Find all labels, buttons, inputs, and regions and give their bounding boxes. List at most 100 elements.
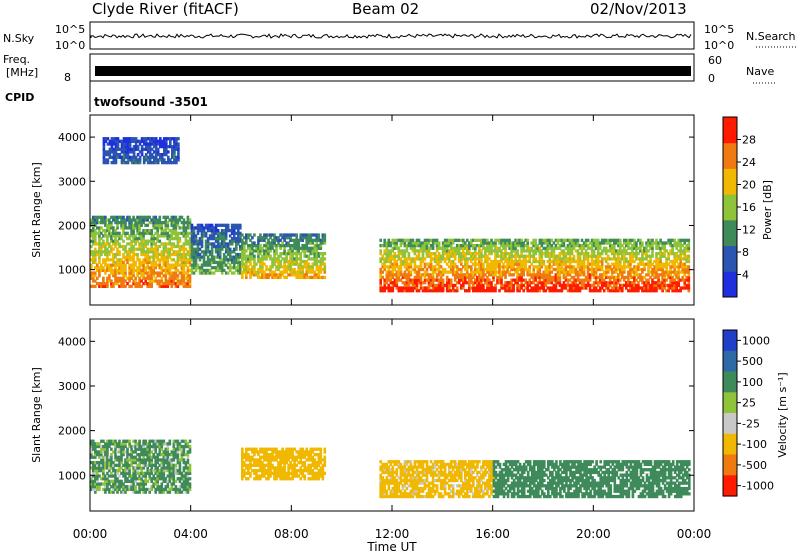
data-cell: [659, 259, 662, 264]
data-cell: [542, 246, 546, 250]
data-cell: [486, 278, 489, 282]
data-cell: [315, 262, 319, 266]
data-cell: [637, 281, 640, 285]
data-cell: [578, 244, 582, 248]
data-cell: [570, 246, 574, 250]
data-cell: [186, 215, 190, 219]
data-cell: [164, 234, 168, 238]
data-cell: [144, 279, 148, 283]
data-cell: [635, 246, 638, 250]
data-cell: [610, 246, 614, 250]
data-cell: [441, 244, 445, 248]
data-cell: [138, 439, 141, 443]
data-cell: [552, 257, 556, 261]
data-cell: [210, 244, 214, 249]
data-cell: [586, 270, 590, 274]
data-cell: [488, 273, 491, 277]
data-cell: [425, 241, 429, 245]
data-cell: [218, 242, 222, 246]
data-cell: [482, 267, 485, 272]
data-cell: [389, 273, 393, 277]
data-cell: [249, 257, 252, 261]
data-cell: [269, 249, 272, 253]
data-cell: [522, 267, 526, 272]
data-cell: [317, 259, 321, 264]
data-cell: [136, 247, 139, 251]
data-cell: [546, 265, 550, 269]
data-cell: [667, 238, 670, 242]
data-cell: [532, 257, 536, 261]
data-cell: [387, 283, 391, 288]
data-cell: [146, 463, 150, 467]
data-cell: [144, 155, 148, 159]
nsky-tick-low: 10^0: [55, 39, 85, 52]
data-cell: [671, 286, 674, 290]
data-cell: [116, 215, 119, 219]
data-cell: [538, 281, 542, 285]
data-cell: [570, 265, 574, 269]
data-cell: [142, 461, 145, 465]
data-cell: [108, 444, 111, 449]
data-cell: [608, 244, 612, 248]
data-cell: [560, 257, 564, 261]
data-cell: [568, 241, 572, 245]
data-cell: [92, 284, 95, 288]
data-cell: [655, 241, 658, 245]
data-cell: [108, 279, 111, 283]
data-cell: [480, 252, 483, 256]
data-cell: [633, 238, 636, 242]
data-cell: [427, 254, 431, 258]
data-cell: [188, 223, 192, 227]
data-cell: [239, 244, 242, 249]
data-cell: [114, 242, 117, 246]
data-cell: [604, 275, 608, 280]
data-cell: [271, 257, 274, 261]
data-cell: [148, 139, 152, 143]
data-cell: [472, 244, 475, 248]
data-cell: [118, 447, 121, 451]
data-cell: [128, 258, 131, 262]
data-cell: [114, 263, 117, 267]
data-cell: [500, 259, 503, 264]
data-cell: [166, 221, 170, 225]
data-cell: [140, 477, 143, 481]
data-cell: [615, 289, 618, 293]
data-cell: [510, 241, 513, 245]
data-cell: [309, 241, 313, 245]
data-cell: [289, 252, 292, 256]
data-cell: [568, 273, 572, 277]
data-cell: [437, 270, 441, 274]
data-cell: [395, 270, 399, 274]
data-cell: [154, 242, 158, 246]
data-cell: [267, 241, 270, 245]
data-cell: [154, 153, 158, 157]
data-cell: [142, 250, 145, 254]
data-cell: [146, 260, 150, 265]
data-cell: [140, 145, 144, 149]
data-cell: [421, 267, 425, 272]
data-cell: [447, 257, 451, 261]
data-cell: [100, 237, 103, 241]
data-cell: [114, 155, 118, 159]
data-cell: [389, 286, 393, 290]
data-cell: [148, 450, 152, 454]
data-cell: [427, 278, 431, 282]
data-cell: [124, 450, 127, 454]
data-cell: [518, 244, 521, 248]
data-cell: [594, 286, 598, 290]
data-cell: [90, 276, 93, 280]
data-cell: [651, 241, 654, 245]
data-cell: [403, 244, 407, 248]
data-cell: [673, 267, 677, 272]
data-cell: [496, 275, 499, 280]
data-cell: [174, 237, 178, 241]
data-cell: [175, 147, 178, 151]
data-cell: [659, 257, 662, 261]
data-cell: [138, 471, 141, 475]
data-cell: [315, 265, 319, 269]
data-cell: [152, 258, 156, 262]
data-cell: [411, 238, 415, 242]
data-cell: [395, 283, 399, 288]
data-cell: [224, 258, 228, 262]
